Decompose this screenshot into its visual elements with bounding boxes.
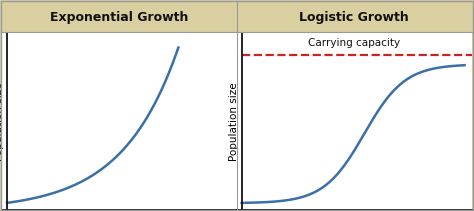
Text: Logistic Growth: Logistic Growth xyxy=(300,11,409,24)
Y-axis label: Population size: Population size xyxy=(0,82,4,161)
Y-axis label: Population size: Population size xyxy=(229,82,239,161)
Text: Exponential Growth: Exponential Growth xyxy=(51,11,189,24)
Text: Carrying capacity: Carrying capacity xyxy=(308,38,401,49)
